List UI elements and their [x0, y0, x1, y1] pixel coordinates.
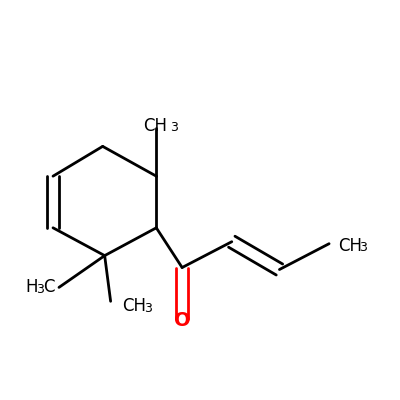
Text: 3: 3	[170, 120, 178, 134]
Text: CH: CH	[122, 298, 146, 316]
Text: O: O	[174, 311, 190, 330]
Text: 3: 3	[359, 241, 367, 254]
Text: CH: CH	[338, 237, 362, 255]
Text: CH: CH	[144, 116, 168, 134]
Text: C: C	[43, 278, 54, 296]
Text: 3: 3	[144, 302, 152, 315]
Text: 3: 3	[36, 283, 44, 296]
Text: H: H	[25, 278, 38, 296]
